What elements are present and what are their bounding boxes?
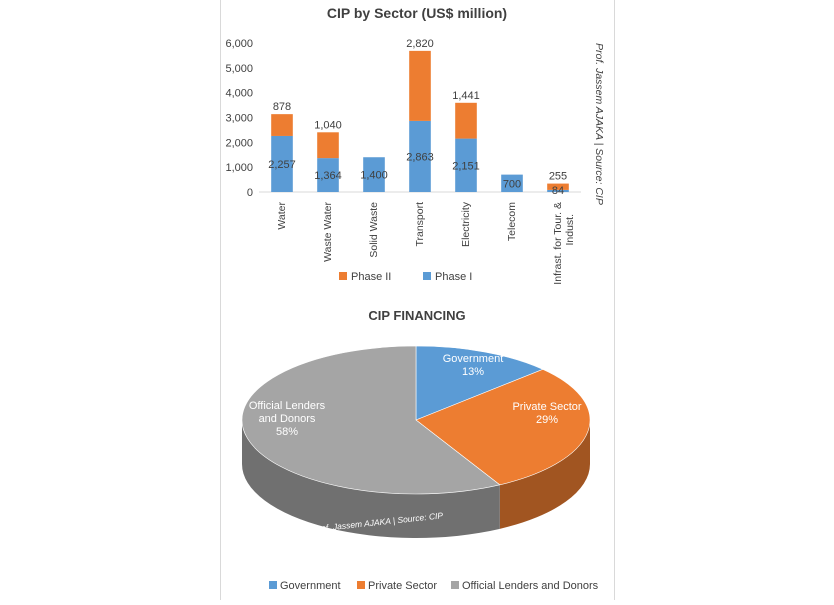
pie-chart-title: CIP FINANCING xyxy=(368,308,465,323)
data-label-phase-ii: 878 xyxy=(273,101,291,113)
data-label-phase-ii: 2,820 xyxy=(406,38,434,50)
y-tick-label: 6,000 xyxy=(225,38,253,50)
pie-slice-private-sector xyxy=(415,369,591,486)
pie-label-government: Government 13% xyxy=(443,353,504,378)
bar-phase-i-waste-water xyxy=(317,158,339,192)
bar-phase-i-solid-waste xyxy=(363,157,385,192)
data-label-phase-i: 700 xyxy=(503,178,521,190)
data-label-phase-i: 2,257 xyxy=(268,159,296,171)
bar-phase-i-infrast-for-tour-indust xyxy=(547,189,569,192)
data-label-phase-ii: 1,040 xyxy=(314,119,342,131)
pie-label-official-lenders-and-donors: Official Lenders and Donors 58% xyxy=(249,400,326,438)
bar-phase-ii-transport xyxy=(409,50,431,121)
data-label-phase-i: 1,364 xyxy=(314,170,342,182)
x-tick-label: Waste Water xyxy=(322,202,334,262)
x-tick-label: Water xyxy=(276,202,288,230)
y-tick-label: 4,000 xyxy=(225,88,253,100)
x-tick-label: Transport xyxy=(414,202,426,247)
y-tick-label: 2,000 xyxy=(225,137,253,149)
legend-label-private-sector: Private Sector xyxy=(368,580,437,592)
y-tick-label: 3,000 xyxy=(225,113,253,125)
y-tick-label: 0 xyxy=(247,187,253,199)
bar-phase-i-water xyxy=(271,135,293,192)
bar-phase-ii-electricity xyxy=(455,102,477,139)
pie-label-private-sector: Private Sector 29% xyxy=(512,401,581,426)
bar-chart-title: CIP by Sector (US$ million) xyxy=(327,5,507,21)
pie-slice-official-lenders-and-donors xyxy=(241,345,501,495)
legend-label-official-lenders-and-donors: Official Lenders and Donors xyxy=(462,580,599,592)
pie-side-official-lenders-and-donors xyxy=(242,420,500,538)
x-tick-label: Telecom xyxy=(506,202,518,241)
legend-label-government: Government xyxy=(280,580,341,592)
x-tick-label: Solid Waste xyxy=(368,202,380,258)
pie-slice-government xyxy=(415,345,544,421)
bar-chart: CIP by Sector (US$ million) 0 1,000 2,000 3,… xyxy=(225,5,605,285)
y-tick-label: 5,000 xyxy=(225,63,253,75)
bar-phase-i-electricity xyxy=(455,138,477,192)
data-label-phase-i: 84 xyxy=(552,185,564,197)
bar-chart-panel: CIP by Sector (US$ million) 0 1,000 2,000 3,… xyxy=(220,0,615,301)
bar-chart-source-note: Prof. Jassem AJAKA | Source: CIP xyxy=(593,43,605,205)
data-label-phase-i: 1,400 xyxy=(360,170,388,182)
data-label-phase-ii: 1,441 xyxy=(452,90,480,102)
bar-phase-ii-infrast-for-tour-indust xyxy=(547,183,569,190)
pie-side-private-sector xyxy=(499,420,590,529)
data-label-phase-i: 2,151 xyxy=(452,160,480,172)
legend-label-phase-ii: Phase II xyxy=(351,271,391,283)
pie-chart-panel: CIP FINANCING Government 13% Private Sector… xyxy=(220,300,615,600)
y-tick-label: 1,000 xyxy=(225,162,253,174)
legend-label-phase-i: Phase I xyxy=(435,271,472,283)
legend-swatch-government xyxy=(269,581,277,589)
legend-swatch-phase-i xyxy=(423,272,431,280)
x-tick-label: Electricity xyxy=(460,201,472,247)
legend-swatch-private-sector xyxy=(357,581,365,589)
data-label-phase-ii: 255 xyxy=(549,171,567,183)
bar-phase-i-telecom xyxy=(501,174,523,192)
pie-chart: CIP FINANCING Government 13% Private Sector… xyxy=(241,308,599,592)
bar-phase-i-transport xyxy=(409,120,431,192)
legend-swatch-phase-ii xyxy=(339,272,347,280)
legend-swatch-official-lenders-and-donors xyxy=(451,581,459,589)
bar-phase-ii-waste-water xyxy=(317,132,339,159)
bar-phase-ii-water xyxy=(271,114,293,136)
data-label-phase-i: 2,863 xyxy=(406,151,434,163)
x-tick-label: Infrast. for Tour. &Indust. xyxy=(552,202,576,285)
